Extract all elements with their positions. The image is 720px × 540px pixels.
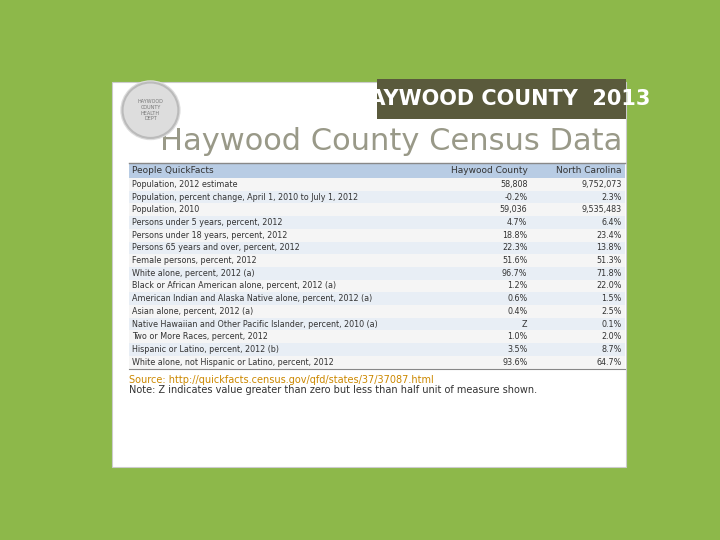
FancyBboxPatch shape [129,216,625,229]
Text: 8.7%: 8.7% [601,345,621,354]
Text: 2.5%: 2.5% [601,307,621,316]
Text: 51.6%: 51.6% [502,256,528,265]
Text: 22.3%: 22.3% [502,244,528,252]
FancyBboxPatch shape [129,305,625,318]
Text: 23.4%: 23.4% [596,231,621,240]
FancyBboxPatch shape [129,292,625,305]
Text: Hispanic or Latino, percent, 2012 (b): Hispanic or Latino, percent, 2012 (b) [132,345,279,354]
Text: 0.1%: 0.1% [601,320,621,329]
FancyBboxPatch shape [129,229,625,241]
Text: 51.3%: 51.3% [596,256,621,265]
Text: Population, 2010: Population, 2010 [132,205,199,214]
Text: 93.6%: 93.6% [502,357,528,367]
Text: HAYWOOD COUNTY  2013: HAYWOOD COUNTY 2013 [352,89,651,109]
Text: Source: http://quickfacts.census.gov/qfd/states/37/37087.html: Source: http://quickfacts.census.gov/qfd… [129,375,433,386]
Text: Persons under 5 years, percent, 2012: Persons under 5 years, percent, 2012 [132,218,282,227]
Text: 1.5%: 1.5% [601,294,621,303]
FancyBboxPatch shape [129,191,625,204]
FancyBboxPatch shape [377,79,626,119]
Text: Note: Z indicates value greater than zero but less than half unit of measure sho: Note: Z indicates value greater than zer… [129,384,537,395]
FancyBboxPatch shape [129,267,625,280]
Text: 4.7%: 4.7% [507,218,528,227]
Text: Native Hawaiian and Other Pacific Islander, percent, 2010 (a): Native Hawaiian and Other Pacific Island… [132,320,377,329]
Text: American Indian and Alaska Native alone, percent, 2012 (a): American Indian and Alaska Native alone,… [132,294,372,303]
FancyBboxPatch shape [129,204,625,216]
Text: Population, 2012 estimate: Population, 2012 estimate [132,180,238,189]
Text: Black or African American alone, percent, 2012 (a): Black or African American alone, percent… [132,281,336,291]
FancyBboxPatch shape [129,178,625,191]
Text: People QuickFacts: People QuickFacts [132,166,213,175]
Text: 2.0%: 2.0% [601,332,621,341]
Text: 9,535,483: 9,535,483 [582,205,621,214]
Text: 2.3%: 2.3% [601,193,621,201]
Text: Haywood County: Haywood County [451,166,528,175]
Text: 96.7%: 96.7% [502,269,528,278]
Text: Asian alone, percent, 2012 (a): Asian alone, percent, 2012 (a) [132,307,253,316]
FancyBboxPatch shape [129,254,625,267]
Text: 1.0%: 1.0% [507,332,528,341]
Text: 64.7%: 64.7% [596,357,621,367]
Text: North Carolina: North Carolina [556,166,621,175]
Text: 22.0%: 22.0% [596,281,621,291]
FancyBboxPatch shape [112,82,626,467]
Text: 71.8%: 71.8% [596,269,621,278]
FancyBboxPatch shape [129,330,625,343]
Circle shape [121,81,180,139]
FancyBboxPatch shape [129,163,625,178]
Text: 9,752,073: 9,752,073 [581,180,621,189]
FancyBboxPatch shape [129,356,625,369]
Text: 59,036: 59,036 [500,205,528,214]
FancyBboxPatch shape [129,241,625,254]
Text: 0.4%: 0.4% [507,307,528,316]
Text: 6.4%: 6.4% [601,218,621,227]
Text: HAYWOOD
COUNTY
HEALTH
DEPT: HAYWOOD COUNTY HEALTH DEPT [138,99,163,122]
Text: Z: Z [522,320,528,329]
Text: 1.2%: 1.2% [507,281,528,291]
Text: Female persons, percent, 2012: Female persons, percent, 2012 [132,256,256,265]
Text: Haywood County Census Data: Haywood County Census Data [160,127,622,156]
Text: 13.8%: 13.8% [596,244,621,252]
Text: 58,808: 58,808 [500,180,528,189]
FancyBboxPatch shape [129,318,625,330]
Text: Two or More Races, percent, 2012: Two or More Races, percent, 2012 [132,332,268,341]
Text: 0.6%: 0.6% [507,294,528,303]
Text: White alone, percent, 2012 (a): White alone, percent, 2012 (a) [132,269,254,278]
Text: Persons under 18 years, percent, 2012: Persons under 18 years, percent, 2012 [132,231,287,240]
FancyBboxPatch shape [129,280,625,292]
Text: White alone, not Hispanic or Latino, percent, 2012: White alone, not Hispanic or Latino, per… [132,357,333,367]
Text: 18.8%: 18.8% [502,231,528,240]
FancyBboxPatch shape [129,343,625,356]
Text: 3.5%: 3.5% [507,345,528,354]
Text: -0.2%: -0.2% [504,193,528,201]
Text: Population, percent change, April 1, 2010 to July 1, 2012: Population, percent change, April 1, 201… [132,193,358,201]
Text: Persons 65 years and over, percent, 2012: Persons 65 years and over, percent, 2012 [132,244,300,252]
